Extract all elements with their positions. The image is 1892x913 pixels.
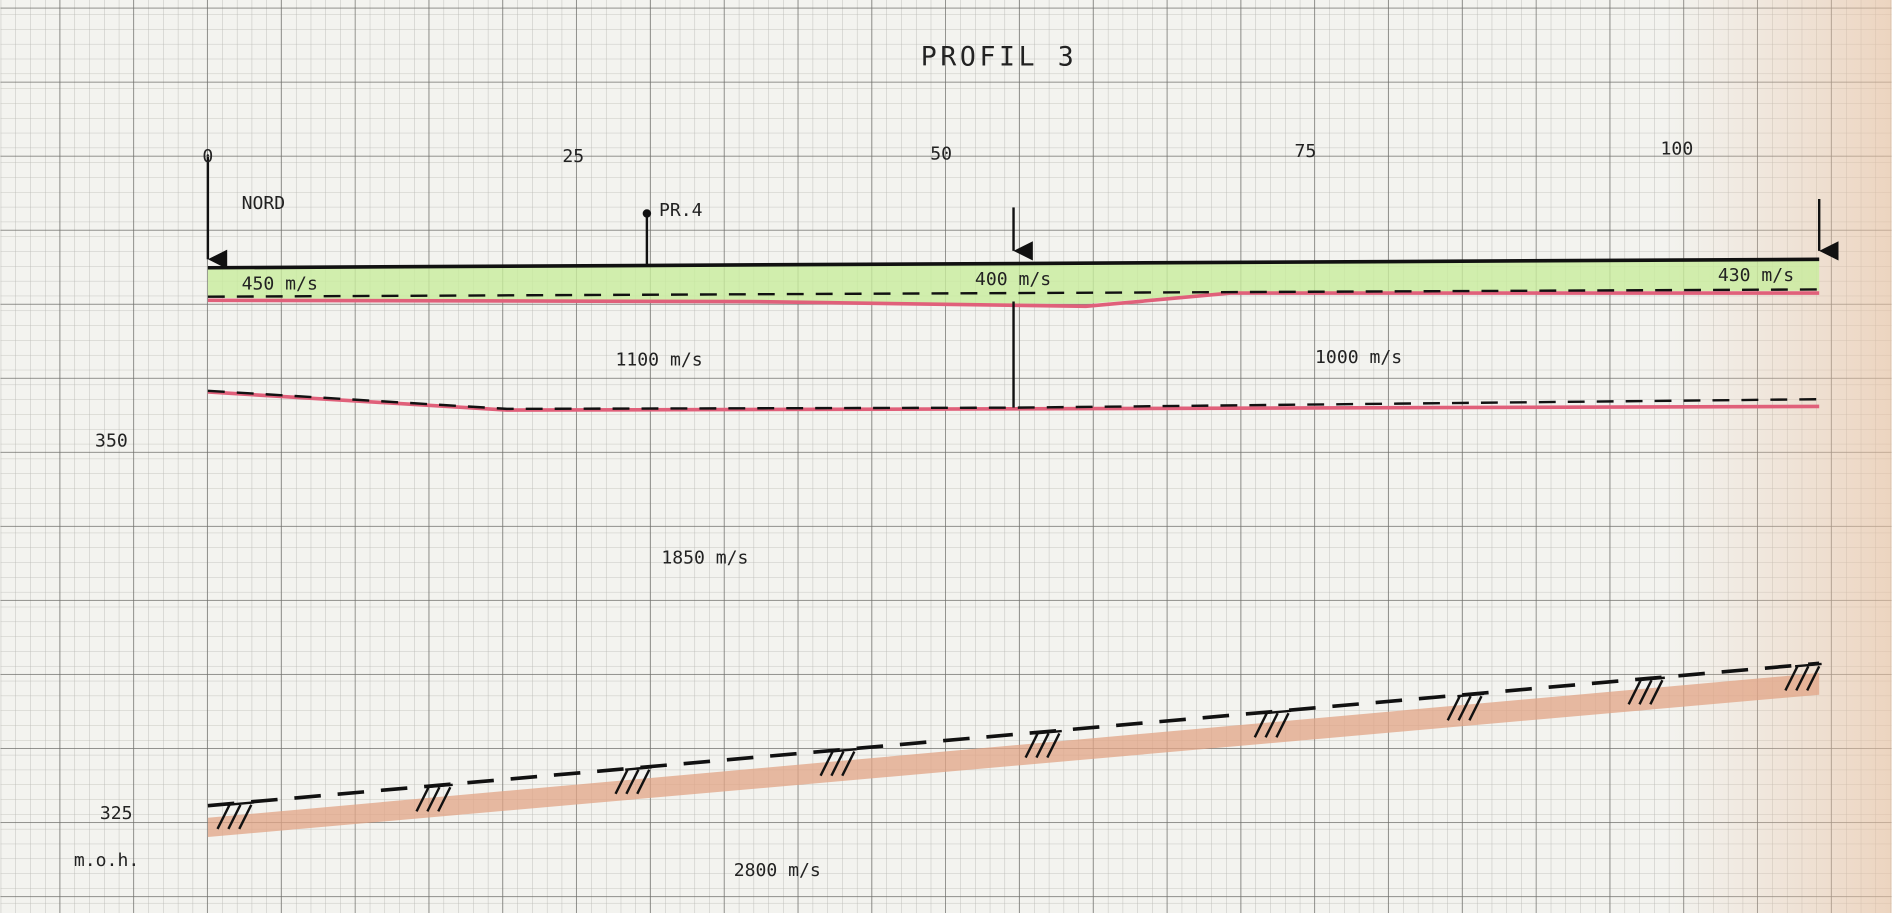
borehole-label: PR.4 xyxy=(659,200,703,221)
ground-surface xyxy=(207,257,1820,270)
hatch-stroke xyxy=(1446,695,1461,721)
elevation-label: 350 xyxy=(95,430,128,451)
hatch-stroke xyxy=(1046,732,1061,759)
velocity-label: 2800 m/s xyxy=(734,860,821,881)
surface-layer xyxy=(207,259,1820,304)
hatch-stroke xyxy=(1784,665,1799,691)
hatch-stroke xyxy=(636,769,651,795)
hatch-stroke xyxy=(415,786,430,812)
hatch-stroke xyxy=(1253,712,1268,738)
elevation-label: 325 xyxy=(100,803,133,824)
hatch-stroke xyxy=(1275,712,1290,738)
hatch-stroke xyxy=(426,786,441,812)
boundary-2 xyxy=(207,389,1820,411)
hatch-stroke xyxy=(1457,692,1485,698)
bedrock-band xyxy=(207,672,1820,838)
hatch-stroke xyxy=(426,783,453,789)
hatch-stroke xyxy=(625,766,652,771)
hatch-stroke xyxy=(1457,695,1472,721)
velocity-label: 1850 m/s xyxy=(661,547,748,568)
hatch-stroke xyxy=(1638,676,1665,682)
hatch-stroke xyxy=(1795,665,1810,691)
hatch-stroke xyxy=(227,801,254,807)
hatch-stroke xyxy=(614,769,629,795)
hatch-stroke xyxy=(227,804,242,830)
hatch-stroke xyxy=(1468,695,1483,721)
hatch-stroke xyxy=(830,751,845,777)
hatch-stroke xyxy=(238,804,253,830)
hatch-stroke xyxy=(1264,712,1279,738)
distance-label: 0 xyxy=(202,146,213,167)
hatch-stroke xyxy=(1024,732,1039,759)
title: PROFIL 3 xyxy=(921,41,1078,72)
bedrock-surface xyxy=(207,661,1820,808)
bedrock-hatch xyxy=(216,662,1822,830)
boundary-1 xyxy=(207,288,1820,298)
hatch-stroke xyxy=(1649,679,1664,705)
hatch-stroke xyxy=(437,786,452,812)
hatch-stroke xyxy=(1035,729,1062,735)
hatch-stroke xyxy=(1638,679,1653,705)
hatch-stroke xyxy=(1794,662,1822,668)
hatch-stroke xyxy=(216,804,231,830)
direction-label: NORD xyxy=(242,193,286,214)
elevation-unit: m.o.h. xyxy=(74,850,139,871)
hatch-stroke xyxy=(841,751,856,777)
hatch-stroke xyxy=(1627,679,1642,705)
distance-label: 75 xyxy=(1295,141,1317,162)
velocity-label: 1100 m/s xyxy=(616,350,703,371)
distance-label: 50 xyxy=(930,143,952,164)
velocity-label: 1000 m/s xyxy=(1315,347,1402,368)
velocity-label: 400 m/s xyxy=(975,269,1051,290)
hatch-stroke xyxy=(1035,732,1050,759)
hatch-stroke xyxy=(625,769,640,795)
boundary-1-red xyxy=(207,291,1820,309)
hatch-stroke xyxy=(1806,665,1821,691)
velocity-label: 430 m/s xyxy=(1718,265,1794,286)
hatch-stroke xyxy=(819,751,834,777)
borehole-dot xyxy=(642,209,652,218)
velocity-label: 450 m/s xyxy=(242,274,318,295)
hatch-stroke xyxy=(1264,709,1292,715)
paper-edge xyxy=(1664,0,1892,913)
hatch-stroke xyxy=(830,747,857,753)
distance-label: 100 xyxy=(1661,139,1694,160)
distance-label: 25 xyxy=(562,146,584,167)
